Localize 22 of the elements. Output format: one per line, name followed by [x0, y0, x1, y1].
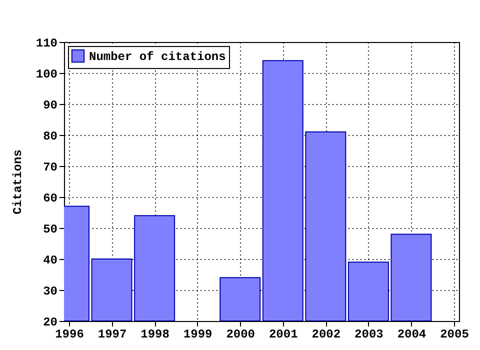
x-tick-label: 1999 [183, 328, 212, 342]
x-tick-label: 1996 [55, 328, 84, 342]
y-axis-title: Citations [10, 150, 25, 214]
y-tick-label: 30 [43, 284, 58, 298]
y-tick-label: 110 [36, 36, 58, 50]
x-tick-label: 2001 [268, 328, 298, 342]
x-tick-label: 2003 [354, 328, 384, 342]
y-tick-label: 50 [43, 222, 58, 236]
x-tick-label: 1997 [98, 328, 127, 342]
x-tick-label: 2000 [226, 328, 256, 342]
legend-label: Number of citations [89, 50, 226, 64]
y-tick-label: 100 [36, 68, 58, 82]
y-tick-label: 90 [43, 98, 58, 112]
y-tick-label: 70 [43, 160, 58, 174]
y-tick-label: 60 [43, 192, 58, 206]
y-tick-label: 40 [43, 254, 58, 268]
y-tick-label: 20 [43, 316, 58, 330]
x-tick-label: 1998 [140, 328, 170, 342]
y-tick-label: 80 [43, 130, 58, 144]
x-tick-label: 2002 [312, 328, 341, 342]
x-tick-label: 2005 [440, 328, 469, 342]
x-tick-label: 2004 [397, 328, 426, 342]
